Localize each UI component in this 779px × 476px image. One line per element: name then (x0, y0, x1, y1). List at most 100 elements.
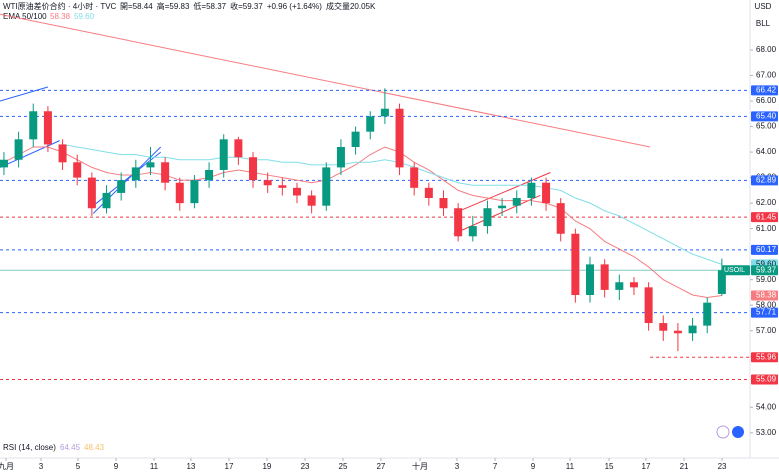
level-label: 62.89 (756, 176, 777, 185)
trend-line (0, 86, 49, 102)
y-tick-label: 66.00 (756, 96, 777, 105)
y-tick-label: 61.00 (756, 224, 777, 233)
candle-body (322, 167, 331, 206)
x-tick-label: 17 (225, 462, 234, 471)
x-tick-label: 3 (39, 462, 44, 471)
candle-body (468, 226, 477, 237)
ohlc-value: 成交量20.05K (326, 1, 376, 11)
candle-body (205, 169, 214, 181)
x-tick-label: 3 (455, 462, 460, 471)
ohlc-value: 高=59.83 (157, 1, 190, 11)
candle-body (395, 108, 404, 168)
candle-body (175, 182, 184, 204)
indicator-name: EMA 50/100 (3, 12, 47, 21)
ohlc-value: +0.96 (+1.64%) (267, 2, 322, 11)
candle-body (29, 111, 38, 140)
level-badge (751, 307, 778, 318)
rsi-value: 64.45 (60, 443, 81, 452)
x-tick-label: 十月 (412, 461, 428, 471)
candle-body (146, 162, 155, 168)
candle-body (659, 323, 668, 331)
candle-body (542, 182, 551, 204)
currency: USD (755, 2, 772, 11)
candle-body (58, 144, 67, 163)
candle-body (336, 146, 345, 168)
candle-body (424, 187, 433, 199)
candle-body (454, 208, 463, 237)
level-label: 60.17 (756, 245, 777, 254)
level-label: 55.96 (756, 352, 777, 361)
x-tick-label: 13 (186, 462, 195, 471)
rsi-value: 48.43 (84, 443, 105, 452)
x-tick-label: 9 (531, 462, 536, 471)
x-tick-label: 九月 (0, 462, 14, 471)
level-badge (751, 175, 778, 186)
trend-line (0, 13, 651, 148)
level-badge (751, 85, 778, 96)
x-tick-label: 15 (605, 462, 614, 471)
level-label: 55.09 (756, 375, 777, 384)
candle-body (380, 108, 389, 117)
flag-icon[interactable] (732, 426, 744, 438)
trend-line (453, 195, 541, 235)
trend-line (0, 140, 60, 168)
ohlc-value: 收=59.37 (230, 1, 263, 11)
candle-body (688, 325, 697, 334)
flash-icon[interactable] (716, 425, 730, 439)
level-badge (751, 212, 778, 223)
level-badge (751, 374, 778, 385)
candle-body (87, 177, 96, 209)
y-tick-label: 67.00 (756, 71, 777, 80)
y-tick-label: 62.00 (756, 198, 777, 207)
y-tick-label: 53.00 (756, 428, 777, 437)
x-tick-label: 23 (718, 462, 727, 471)
candle-body (366, 116, 375, 132)
candle-body (292, 187, 301, 196)
x-tick-label: 21 (680, 462, 689, 471)
candle-body (131, 167, 140, 181)
candle-body (615, 282, 624, 290)
x-tick-label: 19 (262, 462, 271, 471)
level-badge (751, 111, 778, 122)
candle-body (278, 185, 287, 188)
candle-body (351, 131, 360, 147)
candle-body (644, 287, 653, 324)
unit: BLL (756, 19, 771, 28)
indicator-value: 58.38 (50, 12, 71, 21)
x-tick-label: 7 (493, 462, 498, 471)
candle-body (161, 162, 170, 183)
ohlc-value: 低=58.37 (193, 1, 226, 11)
candle-body (307, 195, 316, 206)
y-tick-label: 58.00 (756, 300, 777, 309)
candle-body (703, 302, 712, 326)
candle-body (263, 180, 272, 186)
y-tick-label: 68.00 (756, 45, 777, 54)
x-tick-label: 11 (150, 462, 159, 471)
candle-body (439, 198, 448, 209)
candle-body (43, 111, 52, 145)
ema-line (3, 146, 722, 299)
x-tick-label: 9 (114, 462, 119, 471)
candle-body (717, 270, 726, 294)
indicator-badge-label: 59.60 (756, 259, 777, 268)
candle-body (14, 139, 23, 160)
ema-line (62, 143, 723, 265)
indicator-badge-label: 58.38 (756, 291, 777, 300)
y-tick-label: 57.00 (756, 326, 777, 335)
x-tick-label: 23 (301, 462, 310, 471)
candle-body (102, 192, 111, 209)
rsi-name: RSI (14, close) (3, 443, 56, 452)
symbol-label: USOIL (724, 267, 745, 274)
candle-body (0, 159, 8, 168)
x-tick-label: 27 (376, 462, 385, 471)
candle-body (571, 233, 580, 295)
candle-body (527, 182, 536, 199)
x-tick-label: 5 (76, 462, 81, 471)
level-label: 61.45 (756, 212, 777, 221)
last-price-label: 59.37 (756, 265, 777, 274)
y-tick-label: 59.00 (756, 275, 777, 284)
candle-body (190, 180, 199, 204)
indicator-badge (751, 290, 778, 301)
